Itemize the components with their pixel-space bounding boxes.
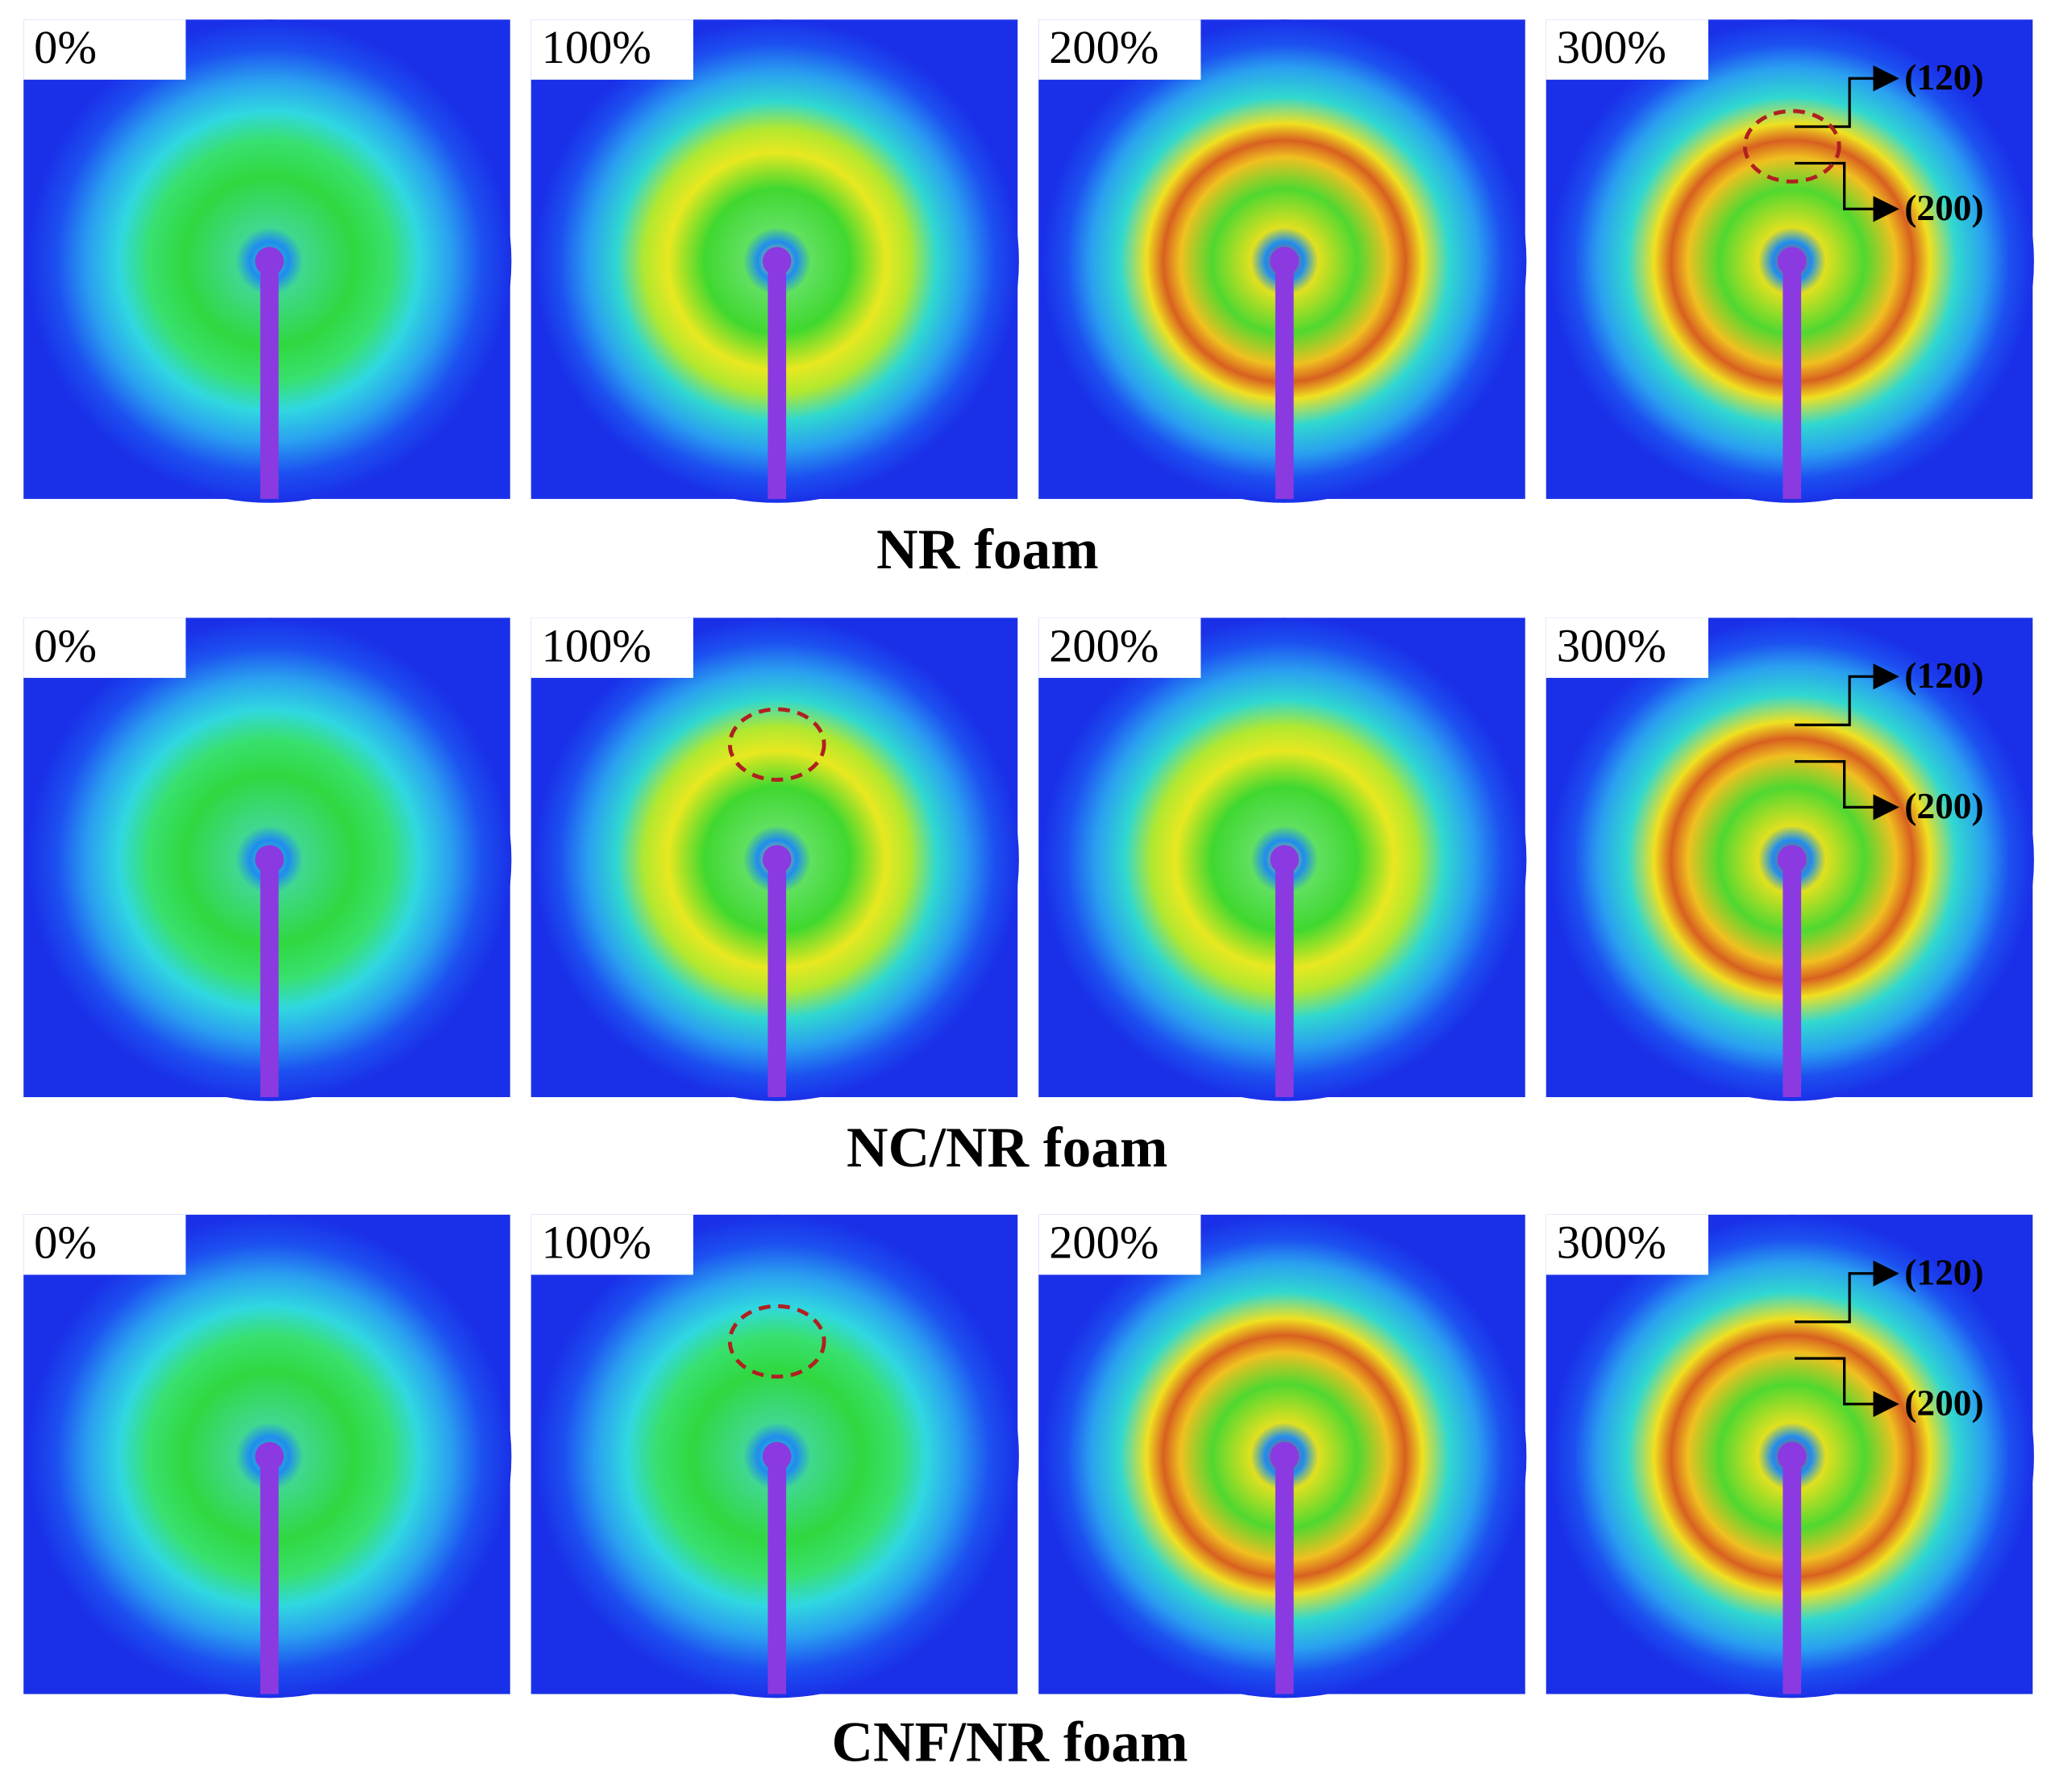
label-box (530, 1214, 693, 1275)
row-caption: NC/NR foam (847, 1116, 1167, 1179)
strain-label: 300% (1557, 21, 1666, 73)
label-box (23, 617, 186, 678)
beam-stop-head (762, 845, 792, 874)
strain-label: 200% (1049, 1216, 1159, 1269)
beam-stop (1783, 859, 1802, 1098)
label-box (530, 19, 693, 80)
beam-stop (1275, 859, 1294, 1098)
strain-label: 100% (542, 619, 651, 671)
beam-stop (260, 859, 279, 1098)
label-box (1038, 617, 1201, 678)
label-box (1546, 1214, 1708, 1275)
peak-label: (120) (1904, 57, 1983, 98)
beam-stop (1783, 1456, 1802, 1694)
row-caption: NR foam (876, 518, 1099, 581)
beam-stop-head (1777, 247, 1807, 276)
peak-label: (200) (1904, 1382, 1983, 1423)
beam-stop (260, 261, 279, 499)
beam-stop (768, 1456, 787, 1694)
beam-stop-head (255, 845, 285, 874)
strain-label: 100% (542, 21, 651, 73)
highlight-ellipse (727, 707, 826, 782)
peak-label: (120) (1904, 1252, 1983, 1292)
label-box (1546, 617, 1708, 678)
beam-stop (1275, 261, 1294, 499)
beam-stop (260, 1456, 279, 1694)
highlight-ellipse (1742, 109, 1841, 184)
strain-label: 0% (34, 619, 97, 671)
highlight-ellipse (727, 1303, 826, 1379)
annotation-arrow (1795, 759, 1899, 821)
beam-stop-head (1270, 1441, 1300, 1471)
beam-stop (1783, 261, 1802, 499)
beam-stop (1275, 1456, 1294, 1694)
label-box (1038, 19, 1201, 80)
beam-stop-head (1270, 845, 1300, 874)
row-caption: CNF/NR foam (831, 1710, 1188, 1773)
strain-label: 100% (542, 1216, 651, 1269)
beam-stop-head (1270, 247, 1300, 276)
beam-stop (768, 859, 787, 1098)
strain-label: 300% (1557, 1216, 1666, 1269)
strain-label: 0% (34, 1216, 97, 1269)
annotation-arrow (1795, 65, 1899, 128)
strain-label: 300% (1557, 619, 1666, 671)
annotation-arrow (1795, 161, 1899, 222)
peak-label: (200) (1904, 786, 1983, 826)
annotation-arrow (1795, 663, 1899, 726)
beam-stop-head (762, 247, 792, 276)
beam-stop-head (762, 1441, 792, 1471)
peak-label: (200) (1904, 188, 1983, 228)
beam-stop-head (255, 1441, 285, 1471)
strain-label: 200% (1049, 21, 1159, 73)
label-box (23, 1214, 186, 1275)
beam-stop-head (255, 247, 285, 276)
label-box (1546, 19, 1708, 80)
beam-stop-head (1777, 845, 1807, 874)
beam-stop (768, 261, 787, 499)
beam-stop-head (1777, 1441, 1807, 1471)
annotation-arrow (1795, 1260, 1899, 1324)
label-box (530, 617, 693, 678)
annotation-arrow (1795, 1357, 1899, 1417)
label-box (23, 19, 186, 80)
label-box (1038, 1214, 1201, 1275)
strain-label: 200% (1049, 619, 1159, 671)
peak-label: (120) (1904, 655, 1983, 696)
strain-label: 0% (34, 21, 97, 73)
